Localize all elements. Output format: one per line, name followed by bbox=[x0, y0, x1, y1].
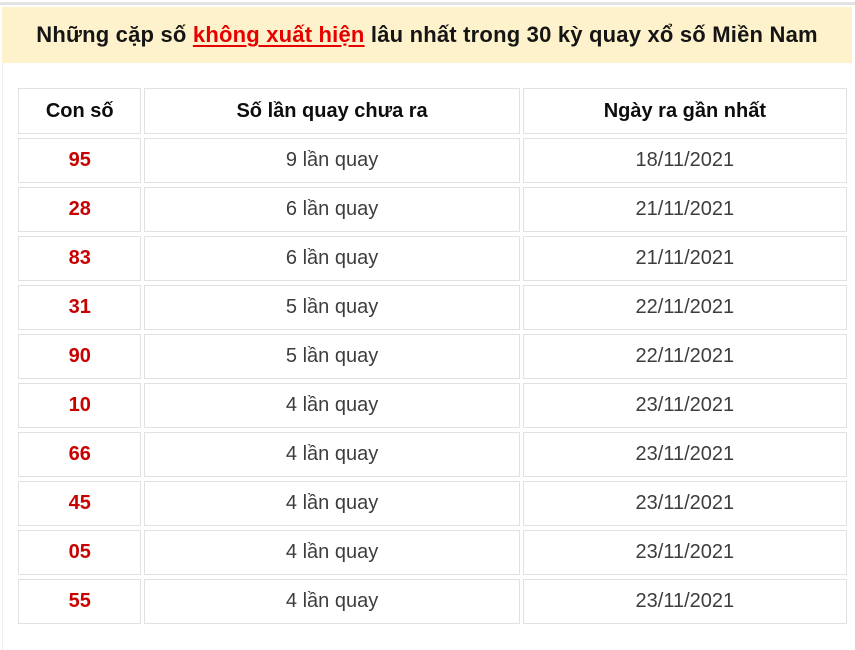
cell-number: 28 bbox=[18, 187, 142, 232]
page-title-suffix: lâu nhất trong 30 kỳ quay xổ số Miền Nam bbox=[364, 22, 818, 47]
table-row: 90 5 lần quay 22/11/2021 bbox=[18, 334, 847, 379]
title-highlight-link[interactable]: không xuất hiện bbox=[192, 22, 365, 47]
cell-draw-count: 4 lần quay bbox=[144, 481, 520, 526]
page-title-prefix: Những cặp số bbox=[36, 22, 193, 47]
table-header-row: Con số Số lần quay chưa ra Ngày ra gần n… bbox=[18, 88, 847, 134]
table-row: 95 9 lần quay 18/11/2021 bbox=[18, 138, 847, 183]
table-body: 95 9 lần quay 18/11/2021 28 6 lần quay 2… bbox=[18, 138, 847, 624]
table-row: 83 6 lần quay 21/11/2021 bbox=[18, 236, 847, 281]
cell-last-date: 23/11/2021 bbox=[522, 579, 847, 624]
cell-draw-count: 5 lần quay bbox=[144, 285, 520, 330]
cell-number: 31 bbox=[18, 285, 142, 330]
cell-draw-count: 4 lần quay bbox=[144, 530, 520, 575]
cell-last-date: 23/11/2021 bbox=[522, 530, 847, 575]
cell-number: 66 bbox=[18, 432, 142, 477]
top-divider-rule bbox=[0, 2, 855, 5]
cell-last-date: 23/11/2021 bbox=[522, 481, 847, 526]
page-frame bbox=[2, 7, 852, 650]
table-row: 31 5 lần quay 22/11/2021 bbox=[18, 285, 847, 330]
table-row: 05 4 lần quay 23/11/2021 bbox=[18, 530, 847, 575]
header-so-lan-quay: Số lần quay chưa ra bbox=[144, 88, 520, 134]
table-row: 28 6 lần quay 21/11/2021 bbox=[18, 187, 847, 232]
cell-draw-count: 4 lần quay bbox=[144, 383, 520, 428]
table-row: 55 4 lần quay 23/11/2021 bbox=[18, 579, 847, 624]
cell-number: 10 bbox=[18, 383, 142, 428]
cell-number: 55 bbox=[18, 579, 142, 624]
cell-number: 83 bbox=[18, 236, 142, 281]
cell-last-date: 21/11/2021 bbox=[522, 187, 847, 232]
cell-draw-count: 5 lần quay bbox=[144, 334, 520, 379]
cell-draw-count: 4 lần quay bbox=[144, 432, 520, 477]
title-banner: Những cặp số không xuất hiện lâu nhất tr… bbox=[2, 7, 852, 63]
cell-last-date: 22/11/2021 bbox=[522, 285, 847, 330]
cell-last-date: 18/11/2021 bbox=[522, 138, 847, 183]
cell-last-date: 21/11/2021 bbox=[522, 236, 847, 281]
stats-table-container: Con số Số lần quay chưa ra Ngày ra gần n… bbox=[15, 84, 850, 628]
cell-last-date: 23/11/2021 bbox=[522, 432, 847, 477]
header-ngay-ra: Ngày ra gần nhất bbox=[522, 88, 847, 134]
cell-draw-count: 6 lần quay bbox=[144, 236, 520, 281]
cell-last-date: 22/11/2021 bbox=[522, 334, 847, 379]
cell-draw-count: 4 lần quay bbox=[144, 579, 520, 624]
page-title: Những cặp số không xuất hiện lâu nhất tr… bbox=[36, 22, 818, 48]
cell-draw-count: 6 lần quay bbox=[144, 187, 520, 232]
stats-table: Con số Số lần quay chưa ra Ngày ra gần n… bbox=[15, 84, 850, 628]
cell-last-date: 23/11/2021 bbox=[522, 383, 847, 428]
cell-number: 05 bbox=[18, 530, 142, 575]
header-con-so: Con số bbox=[18, 88, 142, 134]
cell-number: 90 bbox=[18, 334, 142, 379]
table-row: 10 4 lần quay 23/11/2021 bbox=[18, 383, 847, 428]
cell-number: 45 bbox=[18, 481, 142, 526]
cell-draw-count: 9 lần quay bbox=[144, 138, 520, 183]
table-row: 66 4 lần quay 23/11/2021 bbox=[18, 432, 847, 477]
table-row: 45 4 lần quay 23/11/2021 bbox=[18, 481, 847, 526]
cell-number: 95 bbox=[18, 138, 142, 183]
